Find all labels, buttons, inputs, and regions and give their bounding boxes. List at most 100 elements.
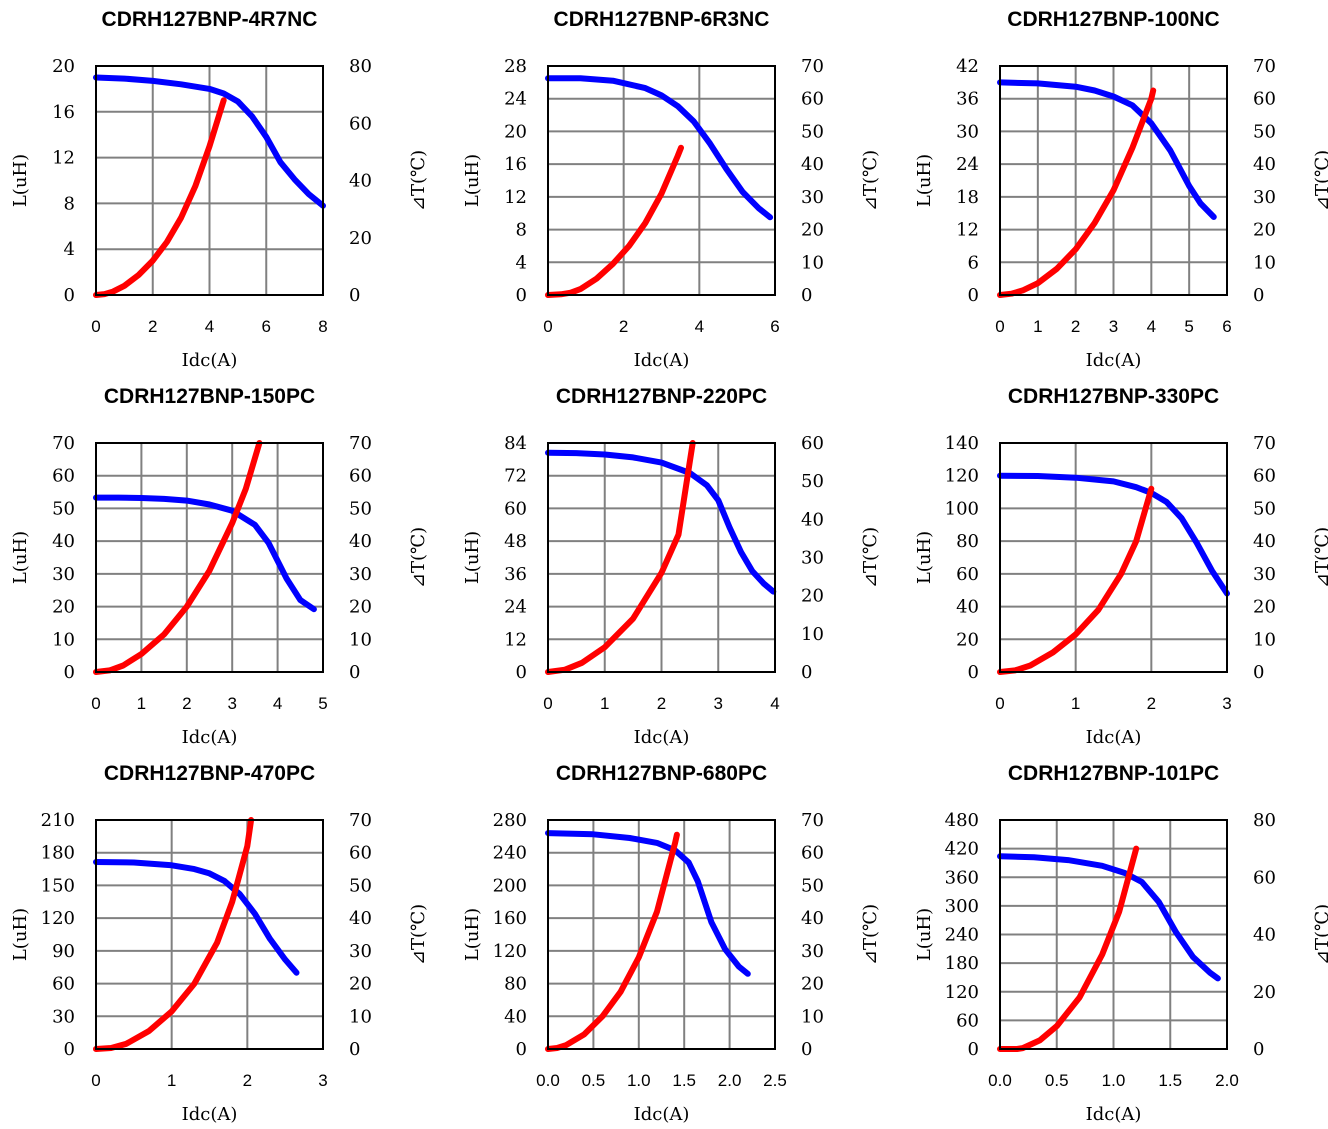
- y2-axis-label: ⊿T(℃): [408, 904, 429, 965]
- x-tick-label: 6: [1222, 317, 1231, 336]
- y2-axis-label: ⊿T(℃): [860, 150, 881, 211]
- grid: [548, 66, 775, 295]
- x-tick-label: 0: [543, 317, 552, 336]
- chart-panel: CDRH127BNP-6R3NC048121620242801020304050…: [462, 8, 881, 371]
- y-axis-label: L(uH): [914, 154, 935, 207]
- x-tick-label: 4: [695, 317, 704, 336]
- y-tick-label: 8: [64, 193, 75, 214]
- x-tick-label: 2: [619, 317, 628, 336]
- x-tick-label: 8: [318, 317, 327, 336]
- y2-tick-label: 40: [1253, 925, 1276, 946]
- y-tick-label: 150: [41, 875, 75, 896]
- y-axis-label: L(uH): [462, 908, 483, 961]
- y2-tick-label: 20: [801, 586, 824, 607]
- x-tick-label: 0: [995, 317, 1004, 336]
- y-tick-label: 20: [52, 597, 75, 618]
- y-tick-label: 30: [52, 564, 75, 585]
- plot-frame: [999, 65, 1228, 296]
- y2-tick-label: 70: [801, 56, 824, 77]
- y2-tick-label: 70: [349, 433, 372, 454]
- y2-tick-label: 0: [801, 1039, 812, 1060]
- y2-tick-label: 30: [1253, 564, 1276, 585]
- y2-tick-label: 40: [1253, 531, 1276, 552]
- x-tick-label: 6: [770, 317, 779, 336]
- y2-tick-label: 30: [801, 941, 824, 962]
- chart-panel: CDRH127BNP-470PC030609012015018021001020…: [10, 762, 429, 1125]
- y-tick-label: 240: [945, 925, 979, 946]
- y2-tick-label: 10: [801, 624, 824, 645]
- y2-tick-label: 30: [801, 187, 824, 208]
- x-tick-label: 1.5: [672, 1071, 696, 1090]
- y2-tick-label: 60: [801, 433, 824, 454]
- temperature-rise-line: [545, 144, 684, 298]
- x-tick-label: 0: [543, 694, 552, 713]
- y-tick-label: 60: [504, 498, 527, 519]
- y-tick-label: 12: [504, 187, 527, 208]
- y2-tick-label: 30: [1253, 187, 1276, 208]
- y-axis-label: L(uH): [10, 154, 31, 207]
- y2-tick-label: 50: [1253, 121, 1276, 142]
- y2-tick-label: 0: [1253, 662, 1264, 683]
- y2-tick-label: 60: [801, 843, 824, 864]
- inductance-line: [93, 74, 326, 209]
- x-tick-label: 0: [91, 317, 100, 336]
- x-tick-label: 4: [770, 694, 779, 713]
- x-tick-label: 3: [227, 694, 236, 713]
- y2-tick-label: 30: [349, 564, 372, 585]
- y-tick-label: 180: [41, 843, 75, 864]
- y-tick-label: 36: [504, 564, 527, 585]
- y-axis-label: L(uH): [10, 908, 31, 961]
- y-tick-label: 0: [64, 1039, 75, 1060]
- y2-tick-label: 20: [801, 974, 824, 995]
- y-tick-label: 180: [945, 953, 979, 974]
- x-tick-label: 1.5: [1158, 1071, 1182, 1090]
- chart-panel: CDRH127BNP-4R7NC 0 4 8 12 16 20 0 20 40 60 80 0 2 4 6 8 I…: [10, 8, 429, 371]
- x-tick-label: 2: [148, 317, 157, 336]
- y-tick-label: 210: [41, 810, 75, 831]
- chart-panel: CDRH127BNP-100NC061218243036420102030405…: [914, 8, 1328, 371]
- x-tick-label: 2.5: [763, 1071, 787, 1090]
- y-tick-label: 0: [64, 662, 75, 683]
- x-tick-label: 0.0: [988, 1071, 1012, 1090]
- temperature-rise-line: [93, 97, 227, 298]
- inductance-line: [545, 449, 777, 595]
- y-tick-label: 12: [52, 148, 75, 169]
- y-tick-label: 12: [956, 220, 979, 241]
- y-tick-label: 48: [504, 531, 527, 552]
- y2-tick-label: 50: [801, 471, 824, 492]
- y-tick-label: 50: [52, 498, 75, 519]
- x-axis-label: Idc(A): [1086, 727, 1142, 748]
- y-tick-label: 28: [504, 56, 527, 77]
- y2-tick-label: 30: [349, 941, 372, 962]
- y-tick-label: 0: [516, 662, 527, 683]
- x-axis-label: Idc(A): [634, 1104, 690, 1125]
- y2-axis-label: ⊿T(℃): [1312, 150, 1328, 211]
- y2-tick-label: 10: [1253, 252, 1276, 273]
- x-tick-label: 0.0: [536, 1071, 560, 1090]
- y2-tick-label: 20: [1253, 982, 1276, 1003]
- x-axis-label: Idc(A): [182, 727, 238, 748]
- x-tick-label: 0: [91, 1071, 100, 1090]
- y2-tick-label: 10: [801, 1006, 824, 1027]
- chart-panel: CDRH127BNP-150PC010203040506070010203040…: [10, 385, 429, 748]
- chart-title: CDRH127BNP-6R3NC: [554, 8, 770, 31]
- y2-axis-label: ⊿T(℃): [860, 904, 881, 965]
- x-axis-label: Idc(A): [634, 350, 690, 371]
- y-tick-label: 20: [52, 56, 75, 77]
- x-axis-label: Idc(A): [634, 727, 690, 748]
- y2-axis-label: ⊿T(℃): [408, 527, 429, 588]
- y2-tick-label: 70: [349, 810, 372, 831]
- chart-title: CDRH127BNP-4R7NC: [102, 8, 318, 31]
- y-tick-label: 300: [945, 896, 979, 917]
- y2-tick-label: 40: [349, 171, 372, 192]
- x-tick-label: 3: [714, 694, 723, 713]
- temperature-rise-line: [93, 440, 263, 675]
- y-tick-label: 120: [41, 908, 75, 929]
- y-tick-label: 4: [516, 252, 527, 273]
- y2-tick-label: 10: [349, 629, 372, 650]
- y2-axis-label: ⊿T(℃): [1312, 904, 1328, 965]
- y2-tick-label: 0: [349, 285, 360, 306]
- y-tick-label: 40: [504, 1006, 527, 1027]
- y-tick-label: 42: [956, 56, 979, 77]
